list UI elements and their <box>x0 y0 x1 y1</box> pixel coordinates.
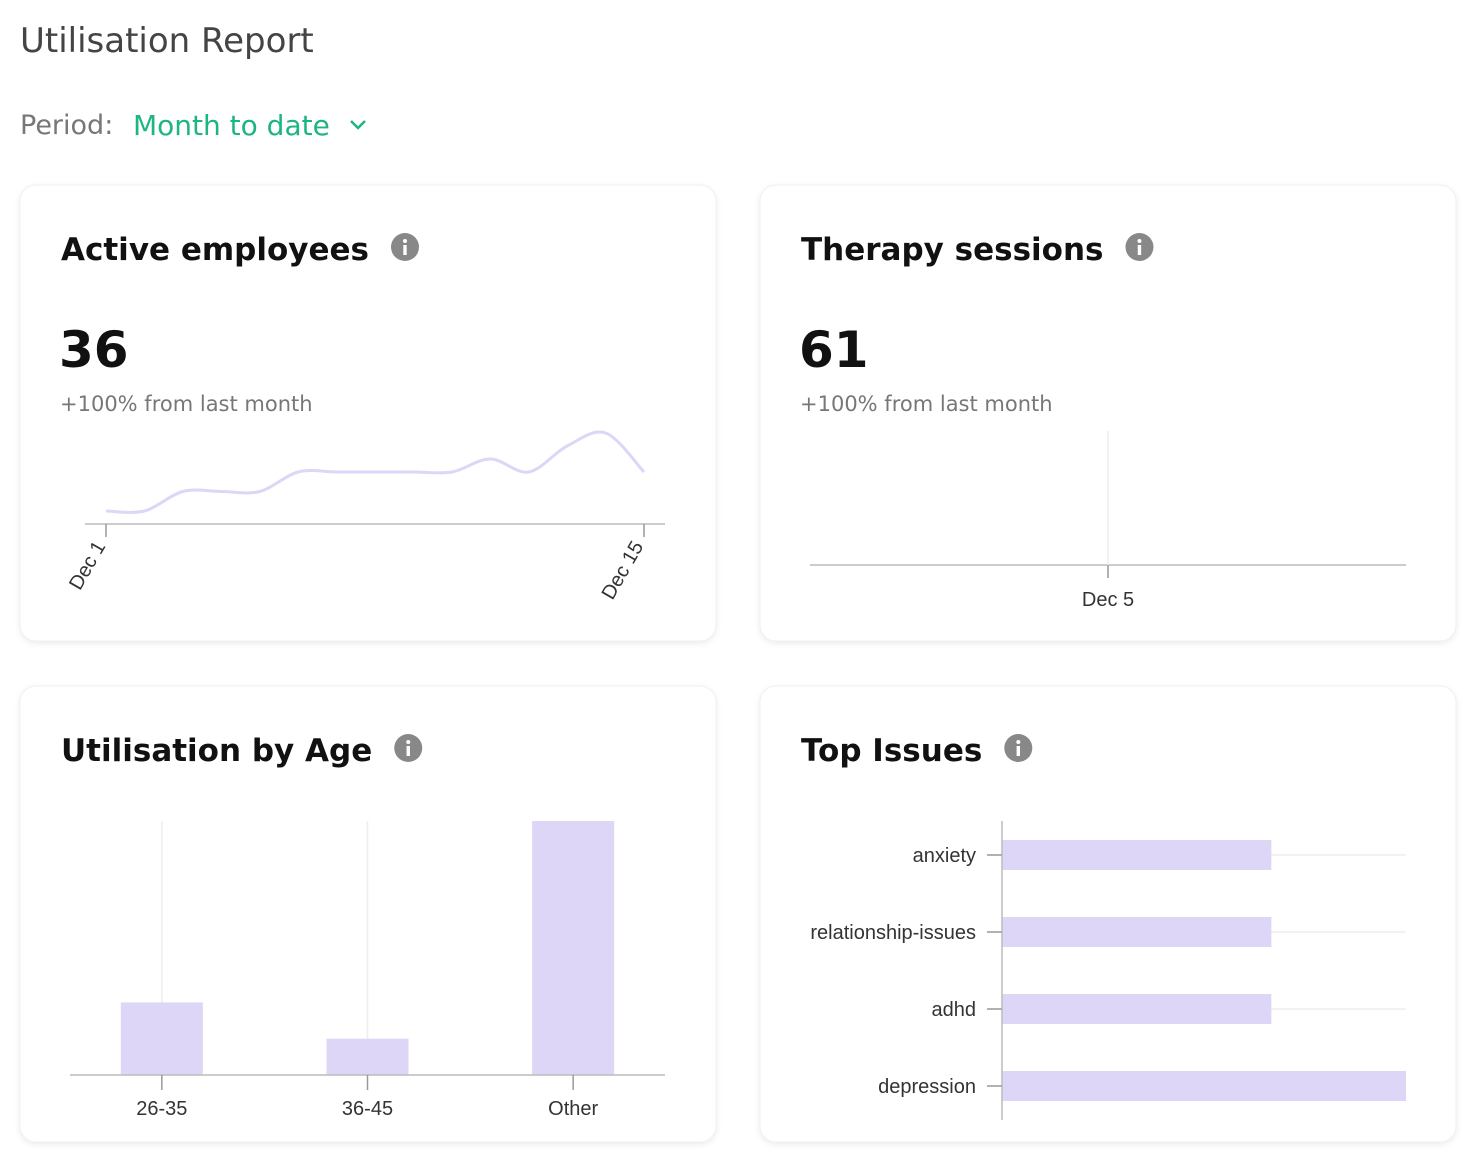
metric-value: 61 <box>799 321 869 379</box>
info-icon-dot <box>1016 740 1021 744</box>
info-icon-dot <box>403 239 407 243</box>
page-title: Utilisation Report <box>20 21 314 61</box>
bar <box>1002 1071 1406 1101</box>
y-tick-label: relationship-issues <box>810 922 976 944</box>
metric-change: +100% from last month <box>800 392 1053 416</box>
info-icon-bar <box>406 746 410 756</box>
chevron[interactable] <box>350 120 366 130</box>
x-tick-label: Other <box>548 1098 598 1120</box>
y-tick-label: anxiety <box>913 845 976 867</box>
card <box>759 184 1457 642</box>
x-tick-label: Dec 5 <box>1082 589 1134 611</box>
card <box>759 685 1457 1143</box>
bar <box>532 821 615 1075</box>
bar <box>1002 840 1272 870</box>
card <box>19 184 717 642</box>
card-title: Active employees <box>61 232 369 268</box>
x-tick-label: 26-35 <box>136 1098 187 1120</box>
bar <box>1002 994 1272 1024</box>
y-tick-label: adhd <box>932 999 977 1021</box>
info-icon-bar <box>1016 746 1020 756</box>
bar <box>120 1002 203 1075</box>
y-tick-label: depression <box>878 1076 976 1098</box>
period-label: Period: <box>20 110 113 141</box>
bar <box>1002 917 1272 947</box>
info-icon-dot <box>406 740 411 744</box>
card-title: Therapy sessions <box>801 232 1103 268</box>
metric-change: +100% from last month <box>60 392 313 416</box>
line <box>105 430 646 514</box>
info-icon-bar <box>403 245 407 255</box>
info-icon-dot <box>1137 239 1142 243</box>
period-select[interactable]: Month to date <box>133 109 330 142</box>
card-title: Top Issues <box>801 733 982 769</box>
x-tick-label: 36-45 <box>342 1098 393 1120</box>
card-title: Utilisation by Age <box>61 733 372 769</box>
metric-value: 36 <box>59 321 129 379</box>
info-icon-bar <box>1137 245 1142 255</box>
bar <box>326 1038 409 1075</box>
